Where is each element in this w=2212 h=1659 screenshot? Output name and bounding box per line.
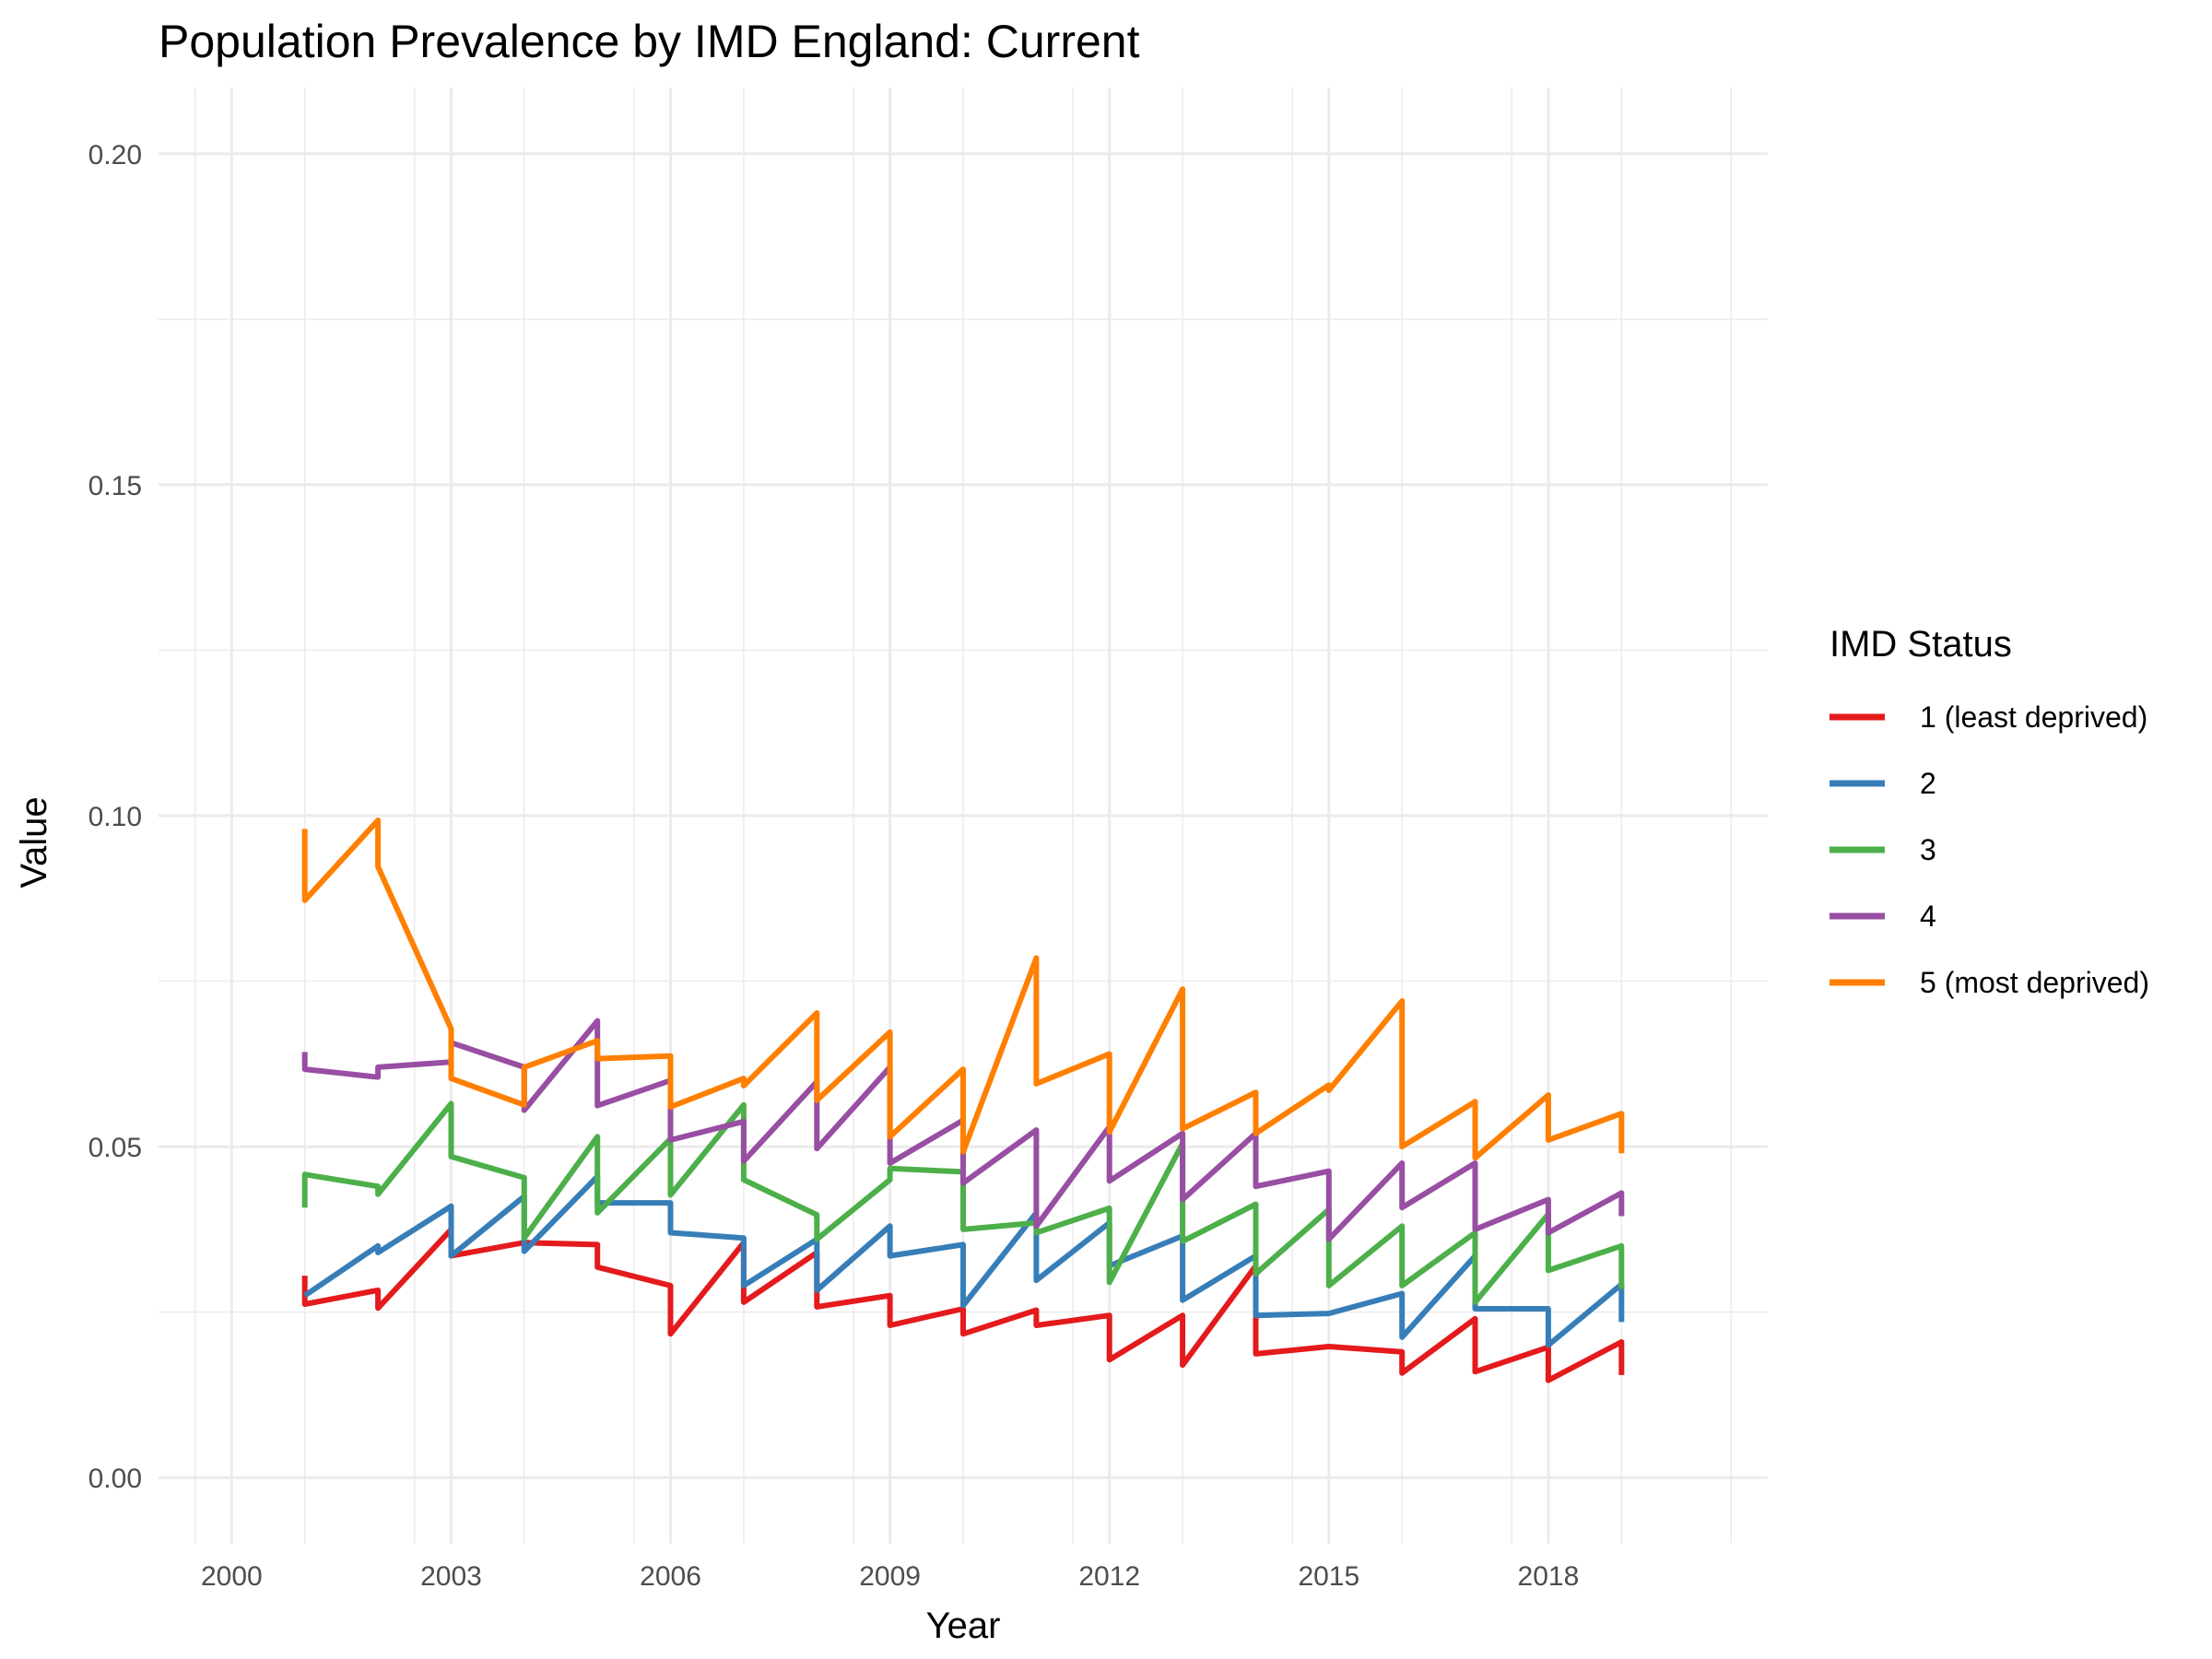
series-line-3 [301, 1100, 1625, 1305]
x-axis-title: Year [926, 1606, 1001, 1646]
y-axis-title: Value [14, 796, 54, 888]
series-lines [301, 818, 1625, 1383]
legend-title: IMD Status [1830, 624, 2012, 665]
series-line-1 [301, 1226, 1625, 1383]
x-axis-ticks: 2000 2003 2006 2009 2012 2015 2018 [201, 1561, 1579, 1592]
legend-label-3: 3 [1920, 833, 1936, 866]
legend-label-4: 4 [1920, 900, 1936, 933]
chart-title: Population Prevalence by IMD England: Cu… [159, 16, 1140, 67]
legend-label-2: 2 [1920, 767, 1936, 800]
x-tick-label: 2003 [420, 1561, 482, 1592]
series-line-5 [301, 818, 1625, 1161]
y-tick-label: 0.05 [88, 1133, 142, 1163]
y-tick-label: 0.20 [88, 140, 142, 171]
y-tick-label: 0.00 [88, 1464, 142, 1494]
x-tick-label: 2009 [859, 1561, 921, 1592]
x-tick-label: 2015 [1298, 1561, 1359, 1592]
y-axis-ticks: 0.00 0.05 0.10 0.15 0.20 [88, 140, 142, 1494]
y-tick-label: 0.10 [88, 802, 142, 832]
legend-label-5: 5 (most deprived) [1920, 966, 2149, 999]
x-tick-label: 2018 [1518, 1561, 1580, 1592]
x-tick-label: 2006 [640, 1561, 701, 1592]
legend-label-1: 1 (least deprived) [1920, 700, 2147, 734]
series-line-2 [303, 1173, 1625, 1348]
x-tick-label: 2012 [1078, 1561, 1140, 1592]
legend-items: 1 (least deprived) 2 3 4 5 (most deprived) [1830, 700, 2149, 999]
y-tick-label: 0.15 [88, 471, 142, 501]
legend: IMD Status 1 (least deprived) 2 3 4 5 (most … [1830, 624, 2149, 999]
x-tick-label: 2000 [201, 1561, 263, 1592]
